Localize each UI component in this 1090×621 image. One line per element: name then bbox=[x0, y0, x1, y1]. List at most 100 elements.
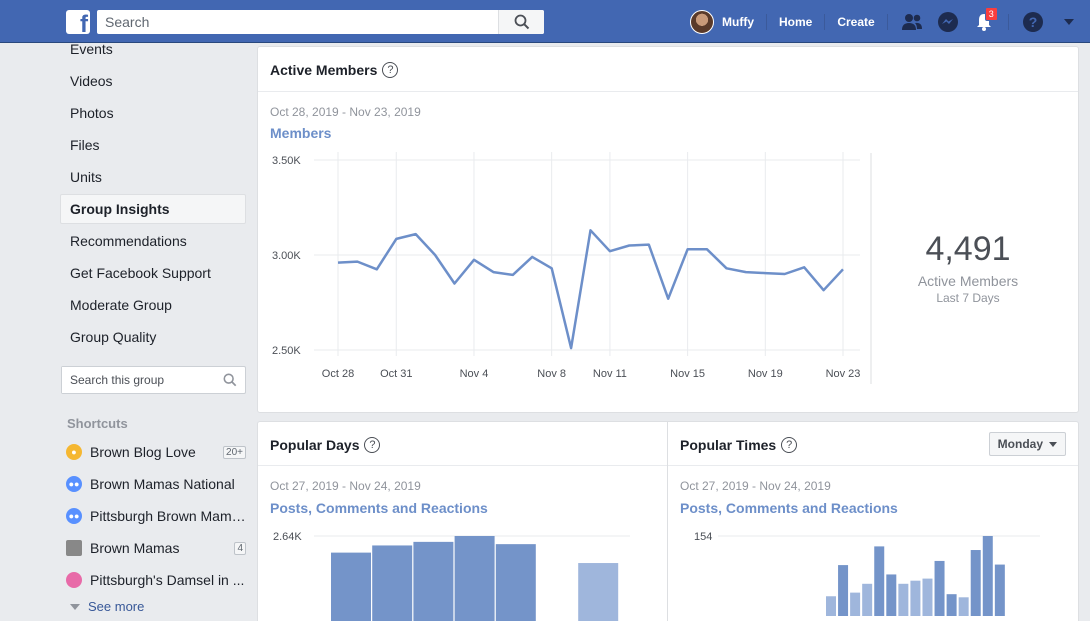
shortcut-label: Pittsburgh Brown Mamas bbox=[90, 508, 246, 524]
active-members-label: Active Members bbox=[917, 273, 1019, 289]
group-search-input[interactable] bbox=[62, 367, 212, 393]
shortcut-item[interactable]: ●● Brown Mamas National bbox=[66, 472, 246, 496]
sidebar-item-group-quality[interactable]: Group Quality bbox=[70, 329, 157, 345]
metric-label: Posts, Comments and Reactions bbox=[680, 500, 898, 516]
x-tick-label: Nov 23 bbox=[826, 368, 861, 380]
day-bar bbox=[331, 552, 371, 621]
time-bar bbox=[910, 580, 921, 616]
search-button[interactable] bbox=[498, 10, 544, 34]
nav-divider bbox=[766, 13, 767, 30]
shortcut-item[interactable]: ● Brown Blog Love 20+ bbox=[66, 440, 246, 464]
account-menu-chevron-down-icon[interactable] bbox=[1057, 10, 1081, 34]
active-members-card: Active Members ? Oct 28, 2019 - Nov 23, … bbox=[257, 46, 1079, 413]
y-tick-label: 2.50K bbox=[272, 345, 301, 357]
time-bar bbox=[826, 596, 836, 616]
shortcut-count-badge: 20+ bbox=[223, 445, 246, 459]
group-icon: ●● bbox=[66, 476, 82, 492]
messenger-icon[interactable] bbox=[936, 10, 960, 34]
shortcuts-heading: Shortcuts bbox=[67, 416, 128, 431]
facebook-logo-icon[interactable]: f bbox=[66, 10, 90, 34]
x-tick-label: Oct 28 bbox=[322, 368, 354, 380]
date-range: Oct 28, 2019 - Nov 23, 2019 bbox=[270, 105, 421, 119]
x-tick-label: Nov 11 bbox=[593, 368, 627, 380]
time-bar bbox=[898, 583, 909, 616]
global-search-input[interactable] bbox=[97, 10, 497, 34]
help-question-icon[interactable]: ? bbox=[382, 62, 399, 78]
time-bar bbox=[934, 560, 945, 616]
card-title-text: Popular Times bbox=[680, 437, 777, 453]
sidebar-item-recommendations[interactable]: Recommendations bbox=[70, 233, 187, 249]
shortcut-item[interactable]: Pittsburgh's Damsel in ... bbox=[66, 568, 246, 592]
notification-count-badge: 3 bbox=[984, 6, 998, 21]
time-bar bbox=[862, 583, 873, 616]
sun-icon: ● bbox=[66, 444, 82, 460]
popular-days-bar-chart: 2.64K bbox=[273, 531, 630, 621]
nav-divider bbox=[1007, 13, 1009, 30]
nav-divider bbox=[886, 13, 888, 30]
sidebar-item-events[interactable]: Events bbox=[70, 41, 113, 57]
shortcut-item[interactable]: ●● Pittsburgh Brown Mamas bbox=[66, 504, 246, 528]
y-tick-label: 3.00K bbox=[272, 250, 301, 262]
shortcut-count-badge: 4 bbox=[234, 541, 246, 555]
global-search bbox=[97, 10, 544, 34]
popular-times-bar-chart: 154 bbox=[694, 531, 1040, 616]
user-avatar[interactable] bbox=[690, 9, 714, 34]
home-link[interactable]: Home bbox=[779, 14, 813, 29]
card-title-text: Active Members bbox=[270, 62, 378, 78]
shortcut-label: Pittsburgh's Damsel in ... bbox=[90, 572, 245, 588]
time-bar bbox=[838, 565, 849, 616]
help-question-icon[interactable]: ? bbox=[781, 437, 798, 453]
members-series-line bbox=[337, 229, 844, 350]
logo-icon bbox=[66, 572, 82, 588]
day-bar bbox=[372, 545, 413, 621]
card-title-text: Popular Days bbox=[270, 437, 360, 453]
time-bar bbox=[958, 597, 969, 616]
shortcut-label: Brown Mamas bbox=[90, 540, 180, 556]
time-bar bbox=[970, 550, 981, 616]
sidebar-item-videos[interactable]: Videos bbox=[70, 73, 113, 89]
popular-times-card: Popular Times ? Monday Oct 27, 2019 - No… bbox=[667, 421, 1079, 621]
sidebar-item-group-insights[interactable]: Group Insights bbox=[60, 194, 246, 224]
x-tick-label: Oct 31 bbox=[380, 368, 412, 380]
nav-divider bbox=[824, 13, 826, 30]
popular-days-title: Popular Days ? bbox=[270, 437, 381, 453]
photo-icon bbox=[66, 540, 82, 556]
sidebar-item-photos[interactable]: Photos bbox=[70, 105, 114, 121]
time-bar bbox=[946, 594, 957, 616]
time-bar bbox=[994, 564, 1005, 616]
search-icon[interactable] bbox=[223, 373, 237, 387]
y-tick-label: 3.50K bbox=[272, 155, 301, 167]
profile-link[interactable]: Muffy bbox=[722, 14, 754, 29]
divider bbox=[668, 465, 1078, 466]
day-bar bbox=[495, 544, 536, 621]
active-members-title: Active Members ? bbox=[270, 62, 399, 78]
help-icon[interactable]: ? bbox=[1021, 10, 1045, 34]
sidebar-item-units[interactable]: Units bbox=[70, 169, 102, 185]
time-bar bbox=[982, 536, 993, 616]
chevron-down-icon bbox=[1049, 441, 1057, 447]
top-nav-right: Muffy Home Create 3 ? bbox=[690, 0, 1081, 43]
day-select-dropdown[interactable]: Monday bbox=[988, 432, 1066, 456]
x-tick-label: Nov 19 bbox=[748, 368, 783, 380]
x-tick-label: Nov 15 bbox=[670, 368, 705, 380]
sidebar-item-moderate-group[interactable]: Moderate Group bbox=[70, 297, 172, 313]
help-question-icon[interactable]: ? bbox=[364, 437, 381, 453]
time-bar bbox=[850, 592, 861, 616]
create-link[interactable]: Create bbox=[837, 14, 875, 29]
search-icon bbox=[514, 14, 529, 30]
friend-requests-icon[interactable] bbox=[900, 10, 924, 34]
notifications-icon[interactable]: 3 bbox=[972, 6, 998, 34]
group-icon: ●● bbox=[66, 508, 82, 524]
time-bar bbox=[874, 546, 885, 616]
x-tick-label: Nov 4 bbox=[460, 368, 489, 380]
y-tick-label: 2.64K bbox=[273, 531, 302, 543]
shortcut-item[interactable]: Brown Mamas 4 bbox=[66, 536, 246, 560]
metric-label: Posts, Comments and Reactions bbox=[270, 500, 488, 516]
see-more-link[interactable]: See more bbox=[70, 599, 144, 614]
see-more-label: See more bbox=[88, 599, 145, 614]
day-bar bbox=[454, 536, 495, 621]
date-range: Oct 27, 2019 - Nov 24, 2019 bbox=[680, 479, 831, 493]
sidebar-item-get-facebook-support[interactable]: Get Facebook Support bbox=[70, 265, 211, 281]
sidebar-item-files[interactable]: Files bbox=[70, 137, 100, 153]
popular-times-title: Popular Times ? bbox=[680, 437, 798, 453]
